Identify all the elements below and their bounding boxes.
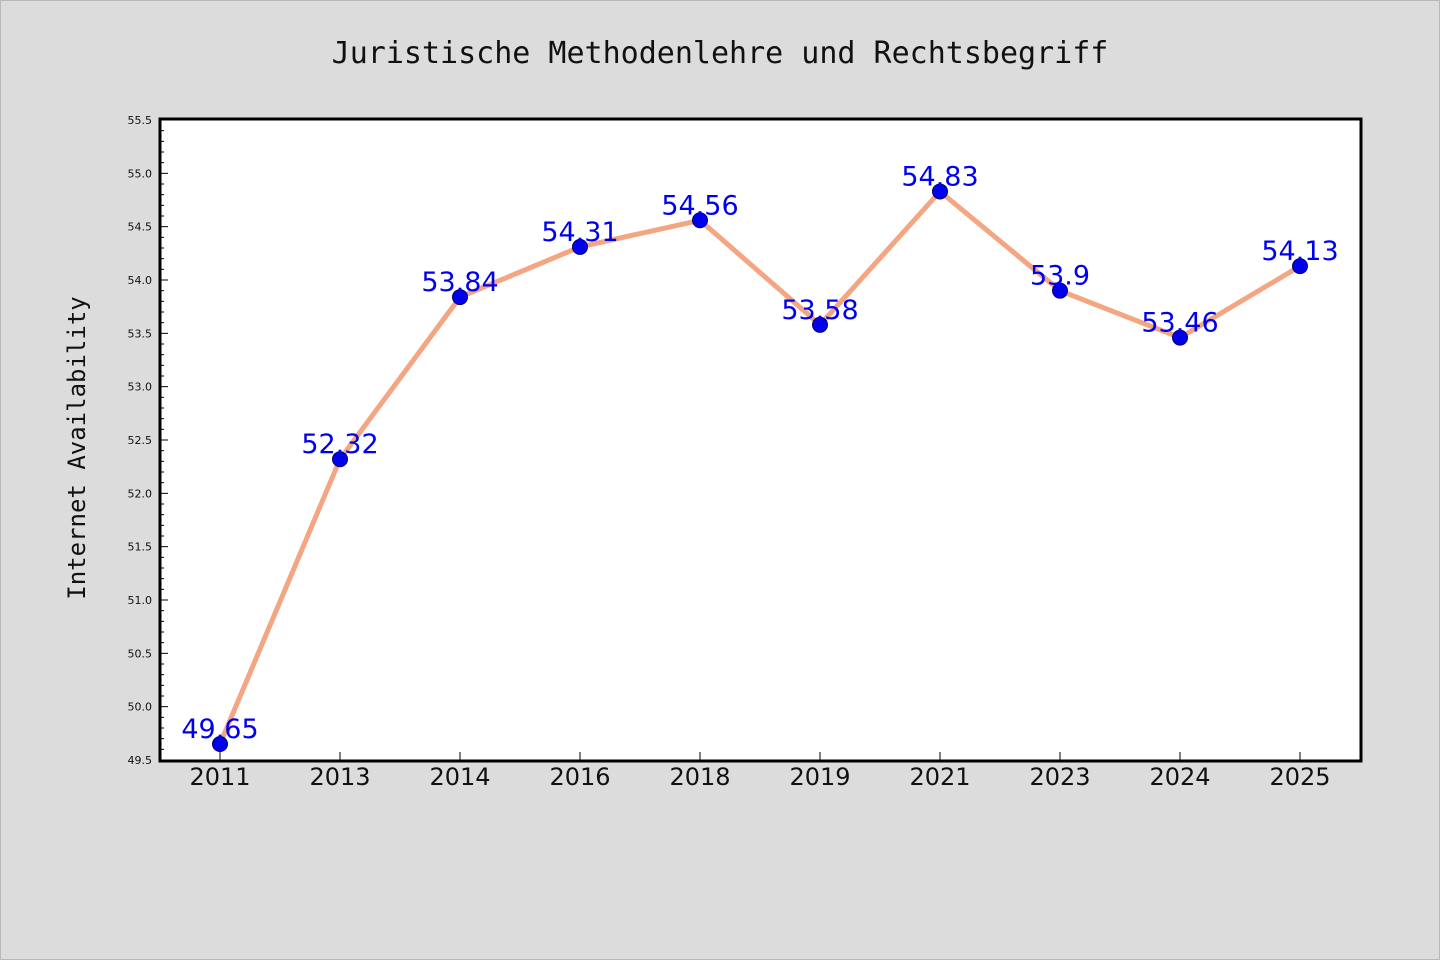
series-line [217,189,1303,747]
data-point [572,238,588,255]
data-point [452,289,468,306]
y-tick-label: 51.5 [128,541,153,554]
data-point [932,183,948,200]
data-point [1292,258,1308,275]
x-tick-label: 2018 [669,763,730,791]
data-point [1172,329,1188,346]
x-tick-label: 2025 [1269,763,1330,791]
y-axis-label: Internet Availability [63,296,91,599]
data-label: 53.46 [1141,308,1218,339]
data-label: 53.58 [781,295,858,326]
data-point [332,451,348,468]
data-label: 52.32 [301,429,378,460]
x-axis: 2011 2013 2014 2016 2018 2019 2021 2023 2024 2025 [189,752,1331,791]
data-label: 49.65 [181,714,258,745]
data-point [692,212,708,229]
series-group [212,183,1308,752]
x-tick-label: 2016 [549,763,610,791]
y-axis: 49.5 50.0 50.5 51.0 51.5 52.0 52.5 53.0 53.5 54.0… [128,114,168,767]
x-tick-label: 2013 [309,763,370,791]
x-tick-label: 2011 [189,763,250,791]
data-label: 53.84 [421,267,498,298]
data-point [812,316,828,333]
y-tick-label: 54.5 [128,221,153,234]
y-tick-label: 55.5 [128,114,153,127]
data-labels: 49.65 52.32 53.84 54.31 54.56 53.58 54.83 53.9 5… [181,161,1338,745]
data-label: 54.83 [901,161,978,192]
data-label: 54.31 [541,217,618,248]
y-tick-label: 53.0 [128,381,153,394]
data-label: 54.56 [661,190,738,221]
x-tick-label: 2019 [789,763,850,791]
y-tick-label: 54.0 [128,274,153,287]
y-tick-label: 52.0 [128,487,153,500]
y-tick-label: 51.0 [128,594,153,607]
y-tick-label: 55.0 [128,167,153,180]
chart-title: Juristische Methodenlehre und Rechtsbegr… [332,36,1109,71]
x-tick-label: 2024 [1149,763,1210,791]
data-point [1052,282,1068,299]
y-tick-label: 49.5 [128,754,153,767]
x-tick-label: 2021 [909,763,970,791]
data-label: 54.13 [1261,236,1338,267]
data-label: 53.9 [1030,261,1090,292]
y-tick-label: 50.5 [128,647,153,660]
y-tick-label: 52.5 [128,434,153,447]
x-tick-label: 2014 [429,763,490,791]
data-point [212,736,228,752]
y-tick-label: 53.5 [128,327,153,340]
x-tick-label: 2023 [1029,763,1090,791]
plot-area [160,119,1361,761]
y-tick-label: 50.0 [128,701,153,714]
plot-border [158,117,1363,763]
